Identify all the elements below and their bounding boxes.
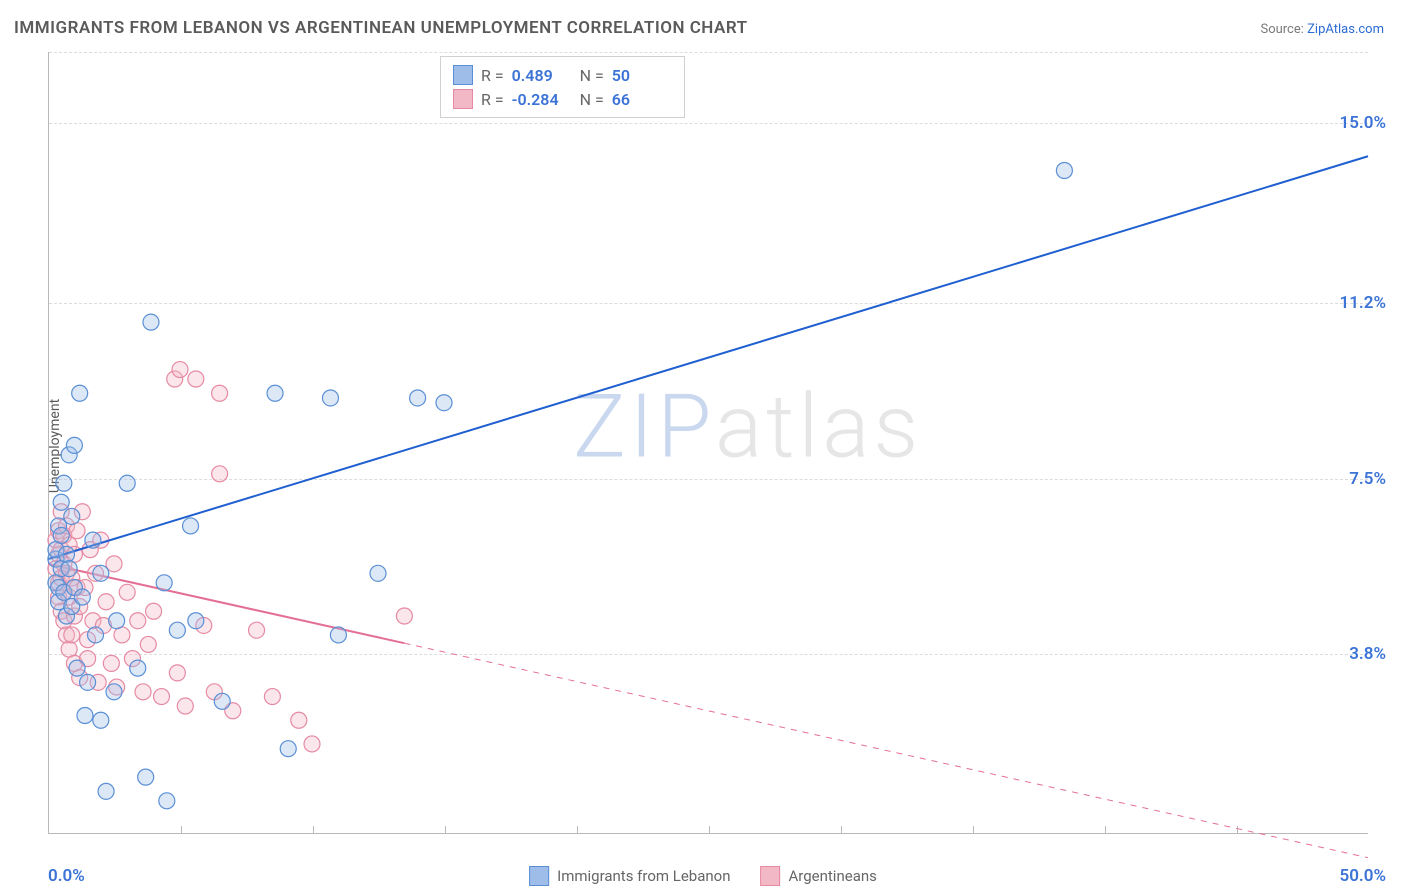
lebanon-point bbox=[169, 622, 185, 638]
series-legend-item: Argentineans bbox=[761, 866, 877, 886]
lebanon-point bbox=[53, 527, 69, 543]
lebanon-point bbox=[69, 660, 85, 676]
stats-legend: R = 0.489 N = 50 R = -0.284 N = 66 bbox=[440, 56, 685, 118]
argentineans-point bbox=[61, 641, 77, 657]
argentineans-point bbox=[291, 712, 307, 728]
argentineans-point bbox=[177, 698, 193, 714]
lebanon-point bbox=[322, 390, 338, 406]
argentineans-point bbox=[64, 627, 80, 643]
legend-r-label: R = bbox=[481, 90, 504, 109]
legend-r-label: R = bbox=[481, 66, 504, 85]
lebanon-point bbox=[61, 561, 77, 577]
argentineans-point bbox=[135, 684, 151, 700]
lebanon-point bbox=[183, 518, 199, 534]
lebanon-point bbox=[410, 390, 426, 406]
legend-label: Immigrants from Lebanon bbox=[557, 867, 730, 885]
plot-svg bbox=[48, 52, 1368, 834]
lebanon-point bbox=[280, 741, 296, 757]
argentineans-point bbox=[69, 523, 85, 539]
lebanon-point bbox=[58, 546, 74, 562]
argentineans-point bbox=[212, 385, 228, 401]
lebanon-trend-solid bbox=[48, 156, 1368, 559]
lebanon-point bbox=[436, 395, 452, 411]
lebanon-point bbox=[214, 693, 230, 709]
lebanon-point bbox=[66, 437, 82, 453]
lebanon-point bbox=[188, 613, 204, 629]
lebanon-point bbox=[53, 494, 69, 510]
legend-swatch bbox=[453, 65, 473, 85]
argentineans-point bbox=[140, 636, 156, 652]
lebanon-point bbox=[93, 565, 109, 581]
argentineans-point bbox=[172, 362, 188, 378]
lebanon-point bbox=[1056, 162, 1072, 178]
argentineans-point bbox=[130, 613, 146, 629]
legend-n-label: N = bbox=[580, 66, 604, 85]
argentineans-point bbox=[396, 608, 412, 624]
lebanon-point bbox=[330, 627, 346, 643]
lebanon-point bbox=[143, 314, 159, 330]
stats-legend-row: R = 0.489 N = 50 bbox=[453, 63, 672, 87]
y-tick-label: 7.5% bbox=[1349, 469, 1386, 489]
argentineans-point bbox=[212, 466, 228, 482]
source-prefix: Source: bbox=[1260, 22, 1307, 37]
series-legend: Immigrants from Lebanon Argentineans bbox=[529, 866, 877, 886]
legend-label: Argentineans bbox=[789, 867, 877, 885]
legend-n-label: N = bbox=[580, 90, 604, 109]
lebanon-point bbox=[267, 385, 283, 401]
lebanon-point bbox=[370, 565, 386, 581]
lebanon-point bbox=[72, 385, 88, 401]
lebanon-point bbox=[130, 660, 146, 676]
y-tick-label: 11.2% bbox=[1339, 293, 1386, 313]
lebanon-point bbox=[56, 475, 72, 491]
lebanon-point bbox=[85, 532, 101, 548]
argentineans-point bbox=[119, 584, 135, 600]
chart-title: IMMIGRANTS FROM LEBANON VS ARGENTINEAN U… bbox=[14, 18, 748, 38]
argentineans-point bbox=[103, 655, 119, 671]
legend-r-value: 0.489 bbox=[512, 66, 572, 85]
lebanon-point bbox=[138, 769, 154, 785]
correlation-chart: IMMIGRANTS FROM LEBANON VS ARGENTINEAN U… bbox=[0, 0, 1406, 892]
legend-r-value: -0.284 bbox=[512, 90, 572, 109]
series-legend-item: Immigrants from Lebanon bbox=[529, 866, 730, 886]
lebanon-point bbox=[159, 793, 175, 809]
legend-swatch bbox=[761, 866, 781, 886]
source-attribution: Source: ZipAtlas.com bbox=[1260, 22, 1384, 37]
argentineans-point bbox=[249, 622, 265, 638]
legend-n-value: 50 bbox=[612, 66, 672, 85]
lebanon-point bbox=[80, 674, 96, 690]
lebanon-point bbox=[74, 589, 90, 605]
lebanon-point bbox=[77, 708, 93, 724]
argentineans-point bbox=[146, 603, 162, 619]
source-link[interactable]: ZipAtlas.com bbox=[1307, 22, 1384, 37]
lebanon-point bbox=[93, 712, 109, 728]
y-tick-label: 15.0% bbox=[1339, 113, 1386, 133]
lebanon-point bbox=[119, 475, 135, 491]
argentineans-point bbox=[304, 736, 320, 752]
x-axis-max-label: 50.0% bbox=[1339, 866, 1386, 886]
lebanon-point bbox=[106, 684, 122, 700]
lebanon-point bbox=[109, 613, 125, 629]
argentineans-point bbox=[98, 594, 114, 610]
y-tick-label: 3.8% bbox=[1349, 644, 1386, 664]
argentineans-trend-dashed bbox=[404, 643, 1368, 858]
lebanon-point bbox=[156, 575, 172, 591]
legend-n-value: 66 bbox=[612, 90, 672, 109]
lebanon-point bbox=[98, 783, 114, 799]
argentineans-point bbox=[154, 689, 170, 705]
lebanon-point bbox=[64, 508, 80, 524]
lebanon-point bbox=[88, 627, 104, 643]
stats-legend-row: R = -0.284 N = 66 bbox=[453, 87, 672, 111]
argentineans-point bbox=[169, 665, 185, 681]
legend-swatch bbox=[529, 866, 549, 886]
argentineans-point bbox=[264, 689, 280, 705]
argentineans-point bbox=[188, 371, 204, 387]
x-axis-min-label: 0.0% bbox=[48, 866, 85, 886]
legend-swatch bbox=[453, 89, 473, 109]
argentineans-point bbox=[114, 627, 130, 643]
